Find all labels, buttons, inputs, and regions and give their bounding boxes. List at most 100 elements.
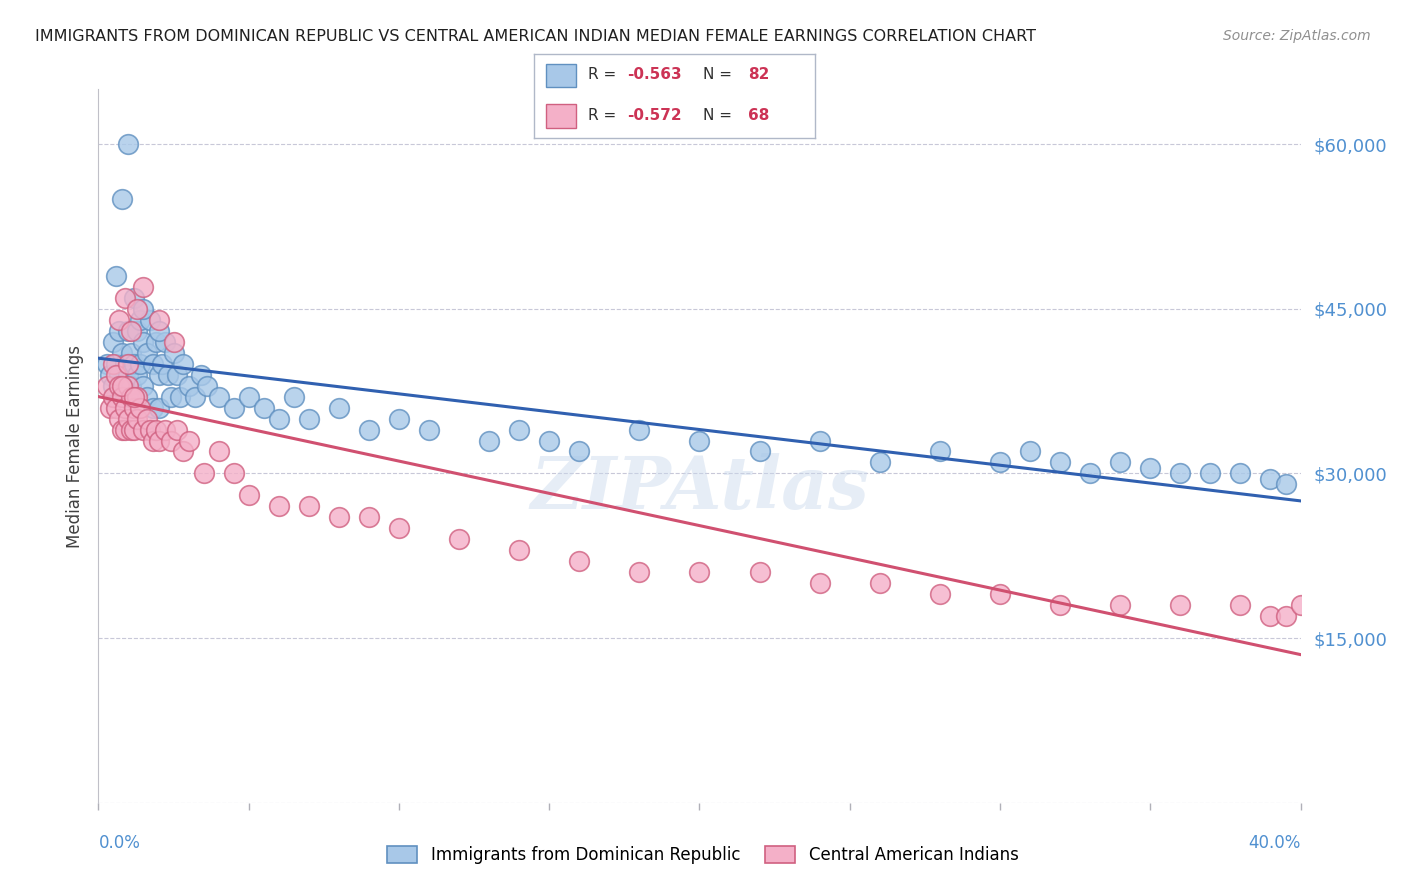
- Point: [869, 455, 891, 469]
- Point: [169, 390, 191, 404]
- Point: [121, 378, 143, 392]
- Point: [808, 576, 831, 591]
- Point: [159, 390, 181, 404]
- Point: [108, 368, 131, 382]
- Point: [298, 500, 321, 514]
- Point: [127, 301, 149, 316]
- Point: [103, 378, 125, 392]
- Point: [929, 587, 952, 601]
- Point: [148, 368, 170, 382]
- Text: 0.0%: 0.0%: [98, 834, 141, 852]
- Point: [172, 357, 194, 371]
- Point: [283, 390, 305, 404]
- Point: [121, 345, 143, 359]
- Point: [748, 566, 770, 580]
- Point: [111, 390, 134, 404]
- Point: [808, 434, 831, 448]
- Point: [148, 324, 170, 338]
- Point: [1170, 598, 1192, 612]
- Point: [388, 521, 411, 535]
- Point: [1199, 467, 1222, 481]
- Point: [538, 434, 561, 448]
- Point: [1049, 598, 1071, 612]
- Point: [135, 390, 157, 404]
- Point: [1274, 477, 1296, 491]
- Point: [1229, 467, 1251, 481]
- Point: [105, 368, 128, 382]
- Point: [357, 510, 380, 524]
- Point: [114, 357, 136, 371]
- Text: 40.0%: 40.0%: [1249, 834, 1301, 852]
- Point: [103, 357, 125, 371]
- Point: [100, 401, 122, 415]
- Point: [127, 324, 149, 338]
- Point: [1260, 472, 1282, 486]
- Point: [117, 324, 139, 338]
- Point: [172, 444, 194, 458]
- Point: [124, 291, 146, 305]
- Point: [135, 345, 157, 359]
- Point: [129, 357, 152, 371]
- Point: [1109, 455, 1132, 469]
- Point: [193, 467, 215, 481]
- Point: [208, 390, 231, 404]
- Point: [141, 434, 163, 448]
- Point: [114, 390, 136, 404]
- Point: [108, 312, 131, 326]
- Point: [1049, 455, 1071, 469]
- Point: [105, 390, 128, 404]
- Point: [1260, 609, 1282, 624]
- Point: [238, 488, 260, 502]
- Point: [628, 566, 651, 580]
- Text: Source: ZipAtlas.com: Source: ZipAtlas.com: [1223, 29, 1371, 43]
- Point: [145, 423, 167, 437]
- Point: [111, 192, 134, 206]
- Point: [177, 378, 200, 392]
- Point: [103, 390, 125, 404]
- Point: [253, 401, 276, 415]
- Point: [105, 357, 128, 371]
- Point: [129, 401, 152, 415]
- Point: [105, 268, 128, 283]
- Point: [222, 401, 245, 415]
- Point: [508, 543, 530, 558]
- Point: [568, 444, 591, 458]
- Point: [148, 312, 170, 326]
- Point: [1229, 598, 1251, 612]
- Point: [114, 291, 136, 305]
- Point: [121, 324, 143, 338]
- Point: [117, 357, 139, 371]
- Point: [298, 411, 321, 425]
- Point: [195, 378, 218, 392]
- Point: [357, 423, 380, 437]
- Point: [108, 378, 131, 392]
- Point: [418, 423, 440, 437]
- Point: [148, 434, 170, 448]
- Point: [117, 368, 139, 382]
- Point: [689, 434, 711, 448]
- FancyBboxPatch shape: [546, 104, 576, 128]
- Point: [478, 434, 501, 448]
- Point: [111, 378, 134, 392]
- Point: [150, 357, 173, 371]
- Point: [124, 390, 146, 404]
- Point: [141, 401, 163, 415]
- Text: ZIPAtlas: ZIPAtlas: [530, 453, 869, 524]
- Point: [166, 423, 188, 437]
- Point: [127, 390, 149, 404]
- Point: [141, 357, 163, 371]
- Point: [124, 357, 146, 371]
- Point: [96, 378, 118, 392]
- Point: [114, 423, 136, 437]
- Point: [121, 423, 143, 437]
- Point: [238, 390, 260, 404]
- Point: [988, 587, 1011, 601]
- Point: [153, 423, 176, 437]
- Text: R =: R =: [588, 67, 621, 82]
- Point: [145, 334, 167, 349]
- Point: [124, 423, 146, 437]
- Point: [129, 312, 152, 326]
- Point: [929, 444, 952, 458]
- Point: [1274, 609, 1296, 624]
- Text: 82: 82: [748, 67, 769, 82]
